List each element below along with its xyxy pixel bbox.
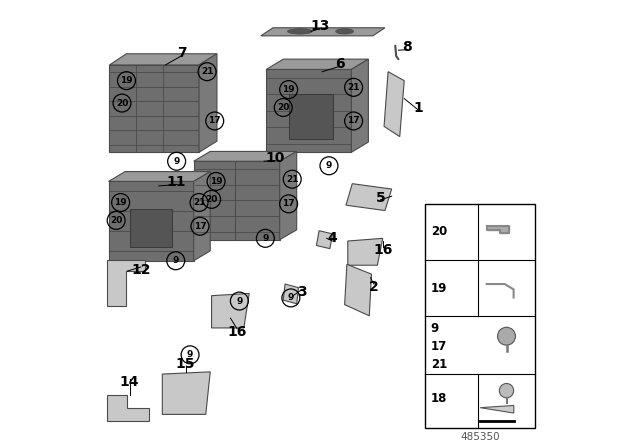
Polygon shape (109, 65, 199, 152)
Polygon shape (108, 260, 145, 306)
Text: 20: 20 (110, 216, 122, 225)
Text: 1: 1 (413, 100, 424, 115)
Polygon shape (266, 59, 369, 69)
Ellipse shape (336, 29, 354, 34)
Text: 9: 9 (326, 161, 332, 170)
Text: 9: 9 (173, 157, 180, 166)
Text: 21: 21 (201, 67, 213, 76)
Text: 5: 5 (376, 191, 385, 205)
Text: 19: 19 (282, 85, 295, 94)
Polygon shape (212, 293, 249, 328)
Bar (289, 94, 333, 139)
Text: 20: 20 (277, 103, 289, 112)
Text: 9: 9 (288, 293, 294, 302)
Text: 7: 7 (177, 46, 187, 60)
Polygon shape (266, 69, 351, 152)
Polygon shape (199, 54, 217, 152)
Polygon shape (109, 54, 217, 65)
Polygon shape (108, 395, 149, 421)
Text: 15: 15 (176, 357, 195, 371)
FancyBboxPatch shape (425, 204, 535, 428)
Text: 16: 16 (373, 243, 392, 257)
Polygon shape (316, 231, 333, 249)
Text: 19: 19 (210, 177, 222, 186)
Text: 12: 12 (131, 263, 150, 277)
Text: 485350: 485350 (460, 432, 500, 442)
Text: 20: 20 (205, 195, 218, 204)
Text: 2: 2 (369, 280, 379, 294)
Text: 9: 9 (262, 234, 269, 243)
Text: 9
17
21: 9 17 21 (431, 322, 447, 370)
Polygon shape (487, 226, 509, 233)
Polygon shape (194, 161, 280, 240)
Polygon shape (109, 172, 210, 181)
Text: 16: 16 (227, 324, 247, 339)
Text: 11: 11 (167, 175, 186, 189)
Text: 9: 9 (187, 350, 193, 359)
Bar (130, 209, 172, 247)
Text: 6: 6 (335, 56, 344, 71)
Polygon shape (109, 181, 194, 261)
Polygon shape (261, 28, 385, 36)
Circle shape (499, 383, 514, 398)
Polygon shape (480, 405, 514, 413)
Text: 17: 17 (282, 199, 295, 208)
Text: 9: 9 (236, 297, 243, 306)
Polygon shape (163, 372, 210, 414)
Text: 21: 21 (193, 198, 205, 207)
Polygon shape (194, 172, 210, 261)
Polygon shape (384, 72, 404, 137)
Text: 9: 9 (173, 256, 179, 265)
Ellipse shape (287, 29, 312, 34)
Text: 21: 21 (348, 83, 360, 92)
Text: 19: 19 (120, 76, 132, 85)
Text: 4: 4 (328, 231, 337, 246)
Text: 19: 19 (431, 282, 447, 295)
Polygon shape (346, 184, 392, 211)
Text: 19: 19 (115, 198, 127, 207)
Text: 3: 3 (297, 285, 307, 299)
Text: 20: 20 (116, 99, 128, 108)
Circle shape (497, 327, 515, 345)
Text: 17: 17 (348, 116, 360, 125)
Polygon shape (351, 59, 369, 152)
Text: 14: 14 (120, 375, 140, 389)
Text: 21: 21 (286, 175, 298, 184)
Polygon shape (280, 151, 297, 240)
Text: 20: 20 (431, 224, 447, 238)
Polygon shape (348, 238, 383, 265)
Text: 18: 18 (431, 392, 447, 405)
Text: 13: 13 (310, 19, 330, 33)
Text: 10: 10 (266, 151, 285, 165)
Text: 17: 17 (209, 116, 221, 125)
Polygon shape (194, 151, 297, 161)
Polygon shape (284, 284, 298, 304)
Polygon shape (345, 264, 371, 316)
Text: 17: 17 (194, 222, 206, 231)
Text: 8: 8 (403, 40, 412, 54)
